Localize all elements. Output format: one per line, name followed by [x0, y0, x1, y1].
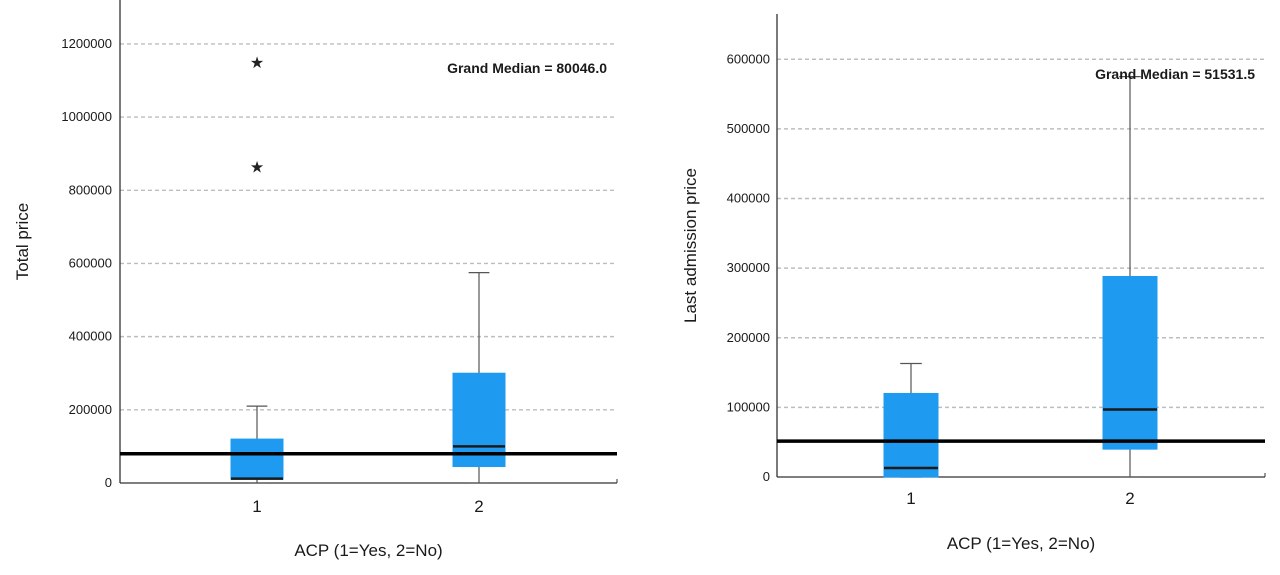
box-category-2 [452, 272, 506, 484]
chart-panel-1: 0 200000 400000 600000 800000 1000000 1200000 ★… [13, 0, 618, 560]
box-iqr [230, 438, 284, 480]
x-axis-title: ACP (1=Yes, 2=No) [947, 534, 1095, 553]
outlier-star-icon: ★ [250, 55, 264, 72]
x-tick-label: 2 [474, 497, 483, 516]
y-tick-label: 1000000 [61, 109, 112, 124]
x-tick-label: 1 [252, 497, 261, 516]
y-tick-label: 500000 [727, 121, 770, 136]
box-iqr [452, 372, 506, 468]
x-axis-title: ACP (1=Yes, 2=No) [294, 541, 442, 560]
y-tick-label: 600000 [727, 51, 770, 66]
y-tick-label: 300000 [727, 260, 770, 275]
y-axis-title: Last admission price [681, 168, 700, 323]
y-tick-label: 1200000 [61, 36, 112, 51]
grand-median-label: Grand Median = 80046.0 [447, 60, 607, 76]
box-category-1: ★★ [230, 55, 284, 484]
box-category-1 [883, 362, 939, 478]
box-iqr [883, 392, 939, 478]
outlier-star-icon: ★ [250, 159, 264, 176]
y-tick-label: 400000 [727, 191, 770, 206]
y-tick-label: 600000 [69, 255, 112, 270]
y-tick-label: 800000 [69, 182, 112, 197]
chart-panel-2: 0 100000 200000 300000 400000 500000 600000 1 2 G… [681, 14, 1266, 553]
y-tick-label: 0 [763, 469, 770, 484]
y-tick-label: 100000 [727, 399, 770, 414]
x-tick-label: 1 [906, 489, 915, 508]
y-tick-label: 0 [105, 475, 112, 490]
y-axis-title: Total price [13, 203, 32, 280]
box-iqr [1102, 275, 1158, 450]
y-tick-label: 400000 [69, 329, 112, 344]
box-category-2 [1102, 76, 1158, 478]
y-tick-label: 200000 [727, 330, 770, 345]
y-tick-label: 200000 [69, 402, 112, 417]
x-tick-label: 2 [1125, 489, 1134, 508]
grand-median-label: Grand Median = 51531.5 [1095, 66, 1255, 82]
